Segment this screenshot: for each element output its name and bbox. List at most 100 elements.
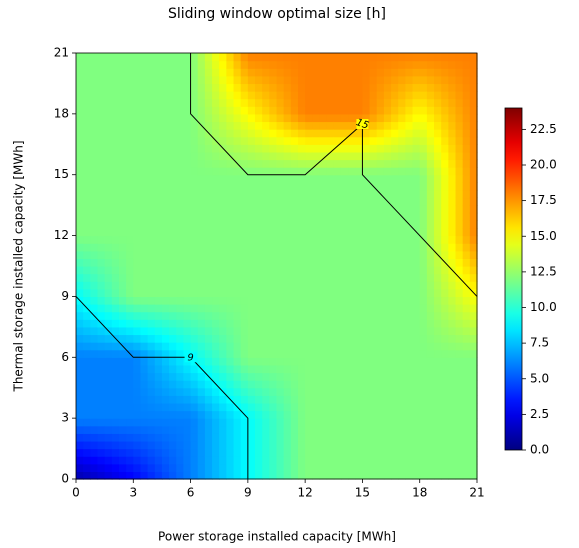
cell-fill	[111, 113, 120, 123]
cell-fill	[104, 144, 113, 153]
cell-fill	[383, 129, 392, 138]
cell-fill	[326, 205, 335, 214]
cell-fill	[226, 380, 235, 389]
cell-fill	[97, 182, 106, 191]
cell-fill	[348, 380, 356, 389]
cell-fill	[111, 60, 120, 69]
cell-fill	[419, 326, 428, 336]
cell-fill	[190, 364, 199, 374]
cell-fill	[426, 418, 435, 427]
cell-fill	[147, 220, 156, 229]
cell-fill	[276, 456, 285, 465]
cell-fill	[305, 364, 313, 374]
cell-fill	[204, 334, 213, 343]
cell-fill	[348, 68, 356, 77]
cell-fill	[212, 433, 220, 442]
cell-fill	[290, 471, 299, 480]
cell-fill	[219, 418, 227, 427]
cell-fill	[233, 266, 242, 275]
cell-fill	[383, 212, 392, 221]
cell-fill	[126, 418, 134, 427]
cell-fill	[441, 311, 449, 320]
cell-fill	[133, 75, 142, 85]
cell-fill	[226, 53, 235, 62]
cell-fill	[297, 227, 306, 237]
cell-fill	[118, 266, 127, 275]
cell-fill	[412, 440, 421, 450]
cell-fill	[262, 456, 270, 465]
cell-fill	[355, 159, 364, 168]
cell-fill	[133, 425, 142, 434]
cell-fill	[276, 159, 285, 168]
cell-fill	[90, 448, 99, 457]
cell-fill	[90, 106, 99, 115]
cell-fill	[76, 129, 84, 138]
cell-fill	[398, 273, 406, 282]
cell-fill	[262, 106, 270, 115]
cell-fill	[212, 456, 220, 465]
cell-fill	[104, 159, 113, 168]
cell-fill	[233, 471, 242, 480]
cell-fill	[190, 189, 199, 199]
cell-fill	[326, 136, 335, 145]
cell-fill	[147, 182, 156, 191]
cell-fill	[297, 205, 306, 214]
cell-fill	[133, 197, 142, 206]
cell-fill	[348, 136, 356, 145]
cell-fill	[405, 205, 414, 214]
cell-fill	[219, 425, 227, 434]
cell-fill	[319, 456, 328, 465]
cell-fill	[383, 205, 392, 214]
cell-fill	[126, 197, 134, 206]
cell-fill	[391, 372, 399, 381]
cell-fill	[283, 189, 292, 199]
cell-fill	[455, 425, 464, 434]
cell-fill	[276, 235, 285, 244]
cell-fill	[262, 380, 270, 389]
cell-fill	[269, 91, 278, 100]
cell-fill	[269, 311, 278, 320]
cell-fill	[255, 167, 263, 176]
cell-fill	[441, 266, 449, 275]
cell-fill	[426, 189, 435, 199]
cell-fill	[247, 68, 256, 77]
cell-fill	[290, 402, 299, 412]
cell-fill	[305, 288, 313, 298]
cell-fill	[183, 266, 192, 275]
cell-fill	[369, 266, 378, 275]
cell-fill	[262, 296, 270, 305]
cell-fill	[197, 349, 206, 358]
cell-fill	[176, 121, 185, 130]
cell-fill	[319, 319, 328, 328]
cell-fill	[255, 75, 263, 85]
cell-fill	[383, 357, 392, 366]
cell-fill	[326, 68, 335, 77]
cell-fill	[376, 227, 385, 237]
cell-fill	[326, 220, 335, 229]
cell-fill	[212, 296, 220, 305]
cell-fill	[183, 91, 192, 100]
cell-fill	[383, 342, 392, 351]
cell-fill	[419, 425, 428, 434]
cell-fill	[219, 456, 227, 465]
cell-fill	[462, 349, 471, 358]
cell-fill	[469, 334, 478, 343]
cell-fill	[147, 144, 156, 153]
y-axis-label: Thermal storage installed capacity [MWh]	[12, 140, 26, 392]
cell-fill	[297, 60, 306, 69]
cell-fill	[255, 456, 263, 465]
cell-fill	[262, 75, 270, 85]
cell-fill	[434, 273, 442, 282]
cell-fill	[405, 418, 414, 427]
cell-fill	[305, 121, 313, 130]
cell-fill	[204, 151, 213, 161]
cell-fill	[90, 342, 99, 351]
cell-fill	[255, 220, 263, 229]
cell-fill	[333, 281, 342, 290]
cell-fill	[290, 448, 299, 457]
cell-fill	[462, 273, 471, 282]
cell-fill	[233, 243, 242, 252]
cell-fill	[140, 326, 149, 336]
cell	[419, 296, 478, 358]
cell-fill	[197, 326, 206, 336]
